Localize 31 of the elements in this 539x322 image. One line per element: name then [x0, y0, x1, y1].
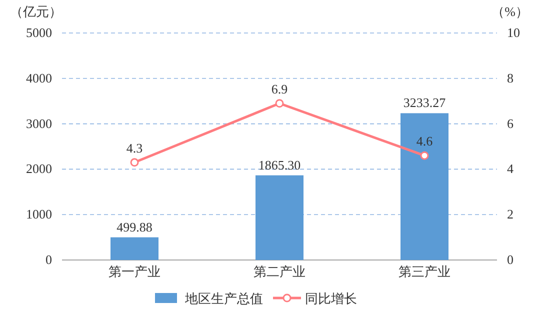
point — [130, 158, 139, 167]
y-tick-label: 5000 — [26, 25, 52, 40]
bar — [400, 113, 448, 260]
legend-label: 地区生产总值 — [184, 291, 263, 306]
y2-tick-label: 0 — [507, 252, 514, 267]
y2-tick-label: 2 — [507, 206, 514, 222]
point — [420, 151, 429, 160]
y2-tick-label: 10 — [507, 25, 520, 40]
data-label: 4.3 — [126, 140, 143, 156]
legend-label: 同比增长 — [305, 291, 357, 306]
data-label: 1865.30 — [258, 157, 301, 172]
data-label: 6.9 — [271, 81, 288, 96]
bar — [110, 237, 158, 260]
y-tick-label: 0 — [46, 252, 52, 267]
y-axis-title: （亿元） — [10, 4, 62, 19]
y2-tick-label: 6 — [507, 116, 514, 131]
y-tick-label: 1000 — [26, 206, 52, 222]
data-label: 4.6 — [416, 134, 434, 149]
x-tick-label: 第二产业 — [254, 264, 306, 279]
y2-tick-label: 4 — [507, 161, 514, 176]
point — [275, 99, 284, 108]
x-tick-label: 第一产业 — [108, 264, 160, 279]
data-label: 499.88 — [116, 219, 152, 234]
x-tick-label: 第三产业 — [398, 264, 450, 279]
y-tick-label: 4000 — [26, 70, 52, 86]
data-label: 3233.27 — [403, 95, 446, 110]
y2-axis-title: （%） — [492, 4, 528, 19]
y2-tick-label: 8 — [507, 70, 514, 86]
bar — [256, 175, 304, 260]
y-tick-label: 3000 — [26, 116, 52, 131]
y-tick-label: 2000 — [26, 161, 52, 176]
